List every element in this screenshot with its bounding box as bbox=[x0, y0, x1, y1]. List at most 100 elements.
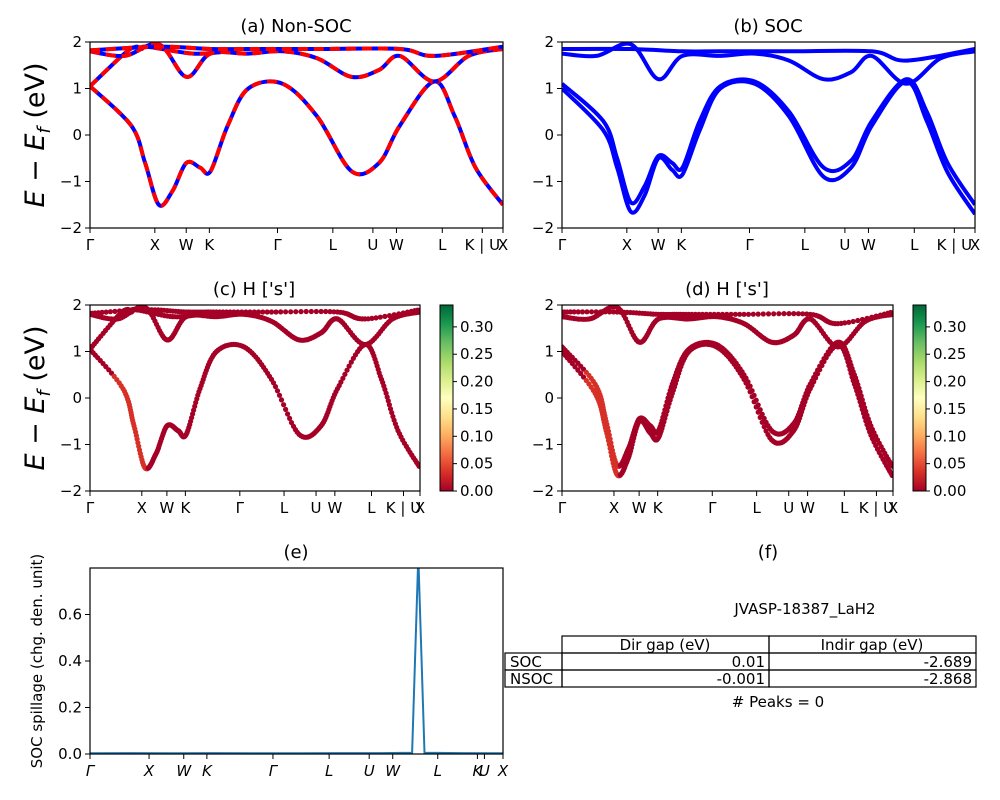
band-point bbox=[415, 307, 420, 313]
y-tick-label: 2 bbox=[72, 33, 82, 51]
panel-c-title: (c) H ['s'] bbox=[213, 279, 295, 300]
table-cell-nsoc-indir: -2.868 bbox=[924, 670, 972, 688]
band-point bbox=[278, 309, 284, 315]
band-point bbox=[342, 371, 348, 377]
colorbar-tick-label: 0.30 bbox=[933, 318, 966, 336]
band-point bbox=[348, 359, 354, 365]
band-point bbox=[313, 308, 319, 315]
x-tick-label: L bbox=[280, 499, 289, 517]
y-tick-label: −1 bbox=[60, 173, 82, 191]
x-tick-label: Γ bbox=[269, 762, 279, 780]
colorbar-tick-label: 0.10 bbox=[460, 427, 493, 445]
band-point bbox=[567, 309, 574, 315]
colorbar-tick-label: 0.20 bbox=[933, 373, 966, 391]
table-row-label-soc: SOC bbox=[510, 653, 542, 671]
y-tick-label: 1 bbox=[72, 343, 82, 361]
y-tick-label: −1 bbox=[532, 173, 554, 191]
band-point bbox=[278, 397, 285, 403]
band-point bbox=[857, 389, 863, 395]
band-point bbox=[580, 374, 587, 380]
spillage-line bbox=[90, 568, 503, 754]
band-point bbox=[575, 309, 581, 315]
band-point bbox=[771, 311, 777, 317]
band-point bbox=[274, 388, 281, 394]
band-point bbox=[416, 463, 420, 469]
band-point bbox=[112, 308, 118, 314]
y-tick-label: 1 bbox=[544, 343, 554, 361]
y-tick-label: −2 bbox=[60, 219, 82, 237]
band-point bbox=[864, 315, 870, 321]
band-point bbox=[755, 311, 761, 317]
band-point bbox=[765, 311, 772, 317]
band-point bbox=[707, 311, 713, 317]
y-tick-label: −1 bbox=[60, 436, 82, 454]
band-point bbox=[385, 398, 391, 404]
y-tick-label: 0.0 bbox=[58, 745, 82, 763]
panel-e-title: (e) bbox=[283, 542, 308, 563]
band-point bbox=[283, 406, 289, 412]
table-header-indir: Indir gap (eV) bbox=[821, 636, 924, 654]
y-tick-label: 2 bbox=[544, 33, 554, 51]
x-tick-label: K | U bbox=[937, 236, 972, 254]
x-tick-label: L bbox=[840, 499, 849, 517]
x-tick-label: U bbox=[783, 499, 794, 517]
band-point bbox=[103, 309, 109, 315]
band-point bbox=[757, 407, 763, 413]
x-tick-label: K bbox=[676, 236, 687, 254]
y-tick-label: 0 bbox=[72, 126, 82, 144]
band-point bbox=[589, 309, 595, 315]
colorbar-tick-label: 0.05 bbox=[460, 455, 493, 473]
band-point bbox=[389, 410, 395, 416]
x-tick-label: K bbox=[204, 236, 215, 254]
x-tick-label: L bbox=[434, 762, 442, 780]
colorbar-d: 0.00 0.05 0.10 0.15 0.20 0.25 0.30 bbox=[912, 304, 966, 500]
band-point bbox=[272, 384, 279, 390]
x-tick-label: U bbox=[479, 762, 490, 780]
band-point bbox=[231, 309, 237, 315]
x-tick-label: W bbox=[651, 236, 666, 254]
band-point bbox=[786, 311, 792, 317]
band-point bbox=[373, 315, 379, 321]
band-point bbox=[126, 307, 132, 313]
colorbar-tick-label: 0.20 bbox=[460, 373, 493, 391]
x-tick-label: L bbox=[752, 499, 761, 517]
band-point bbox=[293, 309, 299, 315]
band-point bbox=[737, 311, 743, 317]
band-point bbox=[760, 311, 766, 317]
x-tick-label: Γ bbox=[558, 236, 567, 254]
material-id: JVASP-18387_LaH2 bbox=[733, 600, 875, 619]
colorbar-gradient bbox=[439, 304, 454, 492]
x-tick-label: X bbox=[498, 236, 508, 254]
colorbar-tick-label: 0.30 bbox=[460, 318, 493, 336]
x-tick-label: W bbox=[159, 499, 174, 517]
y-tick-label: −1 bbox=[532, 436, 554, 454]
band-point bbox=[761, 415, 767, 421]
x-tick-label: W bbox=[385, 762, 401, 780]
table-row-label-nsoc: NSOC bbox=[510, 670, 553, 688]
band-point bbox=[264, 309, 270, 315]
band-point bbox=[391, 312, 397, 318]
x-tick-label: K | U bbox=[465, 236, 500, 254]
band-point bbox=[281, 402, 287, 408]
x-tick-label: W bbox=[632, 499, 647, 517]
x-tick-label: Γ bbox=[558, 499, 567, 517]
band-point bbox=[755, 402, 761, 408]
x-tick-label: K bbox=[653, 499, 664, 517]
y-tick-label: −2 bbox=[532, 482, 554, 500]
x-tick-label: W bbox=[176, 762, 192, 780]
y-tick-label: 2 bbox=[544, 296, 554, 314]
band-point bbox=[344, 367, 350, 373]
y-tick-label: 0 bbox=[72, 389, 82, 407]
band-point bbox=[116, 308, 123, 314]
spillage-ylabel: SOC spillage (chg. den. unit) bbox=[28, 554, 46, 769]
band-point bbox=[327, 309, 333, 315]
band-point bbox=[386, 402, 392, 408]
band-point bbox=[273, 309, 279, 315]
band-line bbox=[562, 77, 975, 206]
x-tick-label: Γ bbox=[86, 762, 96, 780]
colorbar-tick-label: 0.15 bbox=[933, 400, 966, 418]
band-point bbox=[239, 309, 245, 315]
